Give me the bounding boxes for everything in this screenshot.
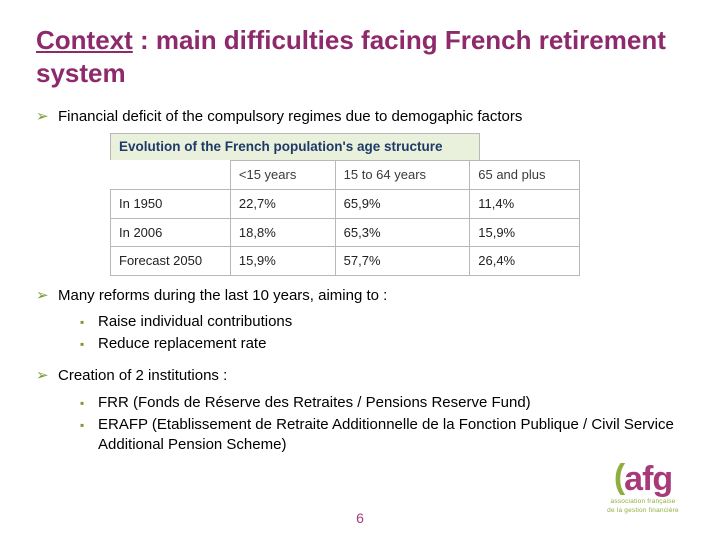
title-block: Context : main difficulties facing Frenc… <box>36 24 684 89</box>
bullet-text: Many reforms during the last 10 years, a… <box>58 286 387 306</box>
cell: 11,4% <box>470 190 580 219</box>
cell: 57,7% <box>335 247 470 276</box>
table-header-row: <15 years 15 to 64 years 65 and plus <box>111 161 580 190</box>
bullet-reforms: ➢ Many reforms during the last 10 years,… <box>36 286 684 306</box>
sub-bullet: ▪ Raise individual contributions <box>80 312 684 332</box>
title-underlined: Context <box>36 25 133 55</box>
sub-bullet-text: FRR (Fonds de Réserve des Retraites / Pe… <box>98 393 531 413</box>
sub-bullet-text: Reduce replacement rate <box>98 334 266 354</box>
col-under15: <15 years <box>230 161 335 190</box>
table-corner <box>111 161 231 190</box>
slide: Context : main difficulties facing Frenc… <box>0 0 720 540</box>
bullet-text: Financial deficit of the compulsory regi… <box>58 107 522 127</box>
cell: 65,3% <box>335 218 470 247</box>
sub-bullet-text: Raise individual contributions <box>98 312 292 332</box>
table-row: In 1950 22,7% 65,9% 11,4% <box>111 190 580 219</box>
table-caption: Evolution of the French population's age… <box>110 133 480 160</box>
square-icon: ▪ <box>80 314 98 334</box>
row-2006: In 2006 <box>111 218 231 247</box>
square-icon: ▪ <box>80 395 98 415</box>
bullet-text: Creation of 2 institutions : <box>58 366 227 386</box>
col-65plus: 65 and plus <box>470 161 580 190</box>
logo-letters: afg <box>624 460 672 498</box>
bullet-financial-deficit: ➢ Financial deficit of the compulsory re… <box>36 107 684 127</box>
bullet-institutions: ➢ Creation of 2 institutions : <box>36 366 684 386</box>
logo-sub1: association française <box>588 498 698 505</box>
logo-sub2: de la gestion financière <box>588 507 698 514</box>
sub-bullet: ▪ ERAFP (Etablissement de Retraite Addit… <box>80 415 684 456</box>
content: ➢ Financial deficit of the compulsory re… <box>36 107 684 455</box>
table-row: In 2006 18,8% 65,3% 15,9% <box>111 218 580 247</box>
arrow-icon: ➢ <box>36 366 58 386</box>
square-icon: ▪ <box>80 417 98 458</box>
cell: 26,4% <box>470 247 580 276</box>
population-table: <15 years 15 to 64 years 65 and plus In … <box>110 160 580 275</box>
col-15to64: 15 to 64 years <box>335 161 470 190</box>
arrow-icon: ➢ <box>36 286 58 306</box>
cell: 65,9% <box>335 190 470 219</box>
sub-bullet: ▪ FRR (Fonds de Réserve des Retraites / … <box>80 393 684 413</box>
logo-text: (afg <box>588 462 698 496</box>
afg-logo: (afg association française de la gestion… <box>588 462 698 514</box>
arrow-icon: ➢ <box>36 107 58 127</box>
sub-bullet-text: ERAFP (Etablissement de Retraite Additio… <box>98 415 684 456</box>
slide-title: Context : main difficulties facing Frenc… <box>36 24 684 89</box>
table-row: Forecast 2050 15,9% 57,7% 26,4% <box>111 247 580 276</box>
row-2050: Forecast 2050 <box>111 247 231 276</box>
logo-arc-icon: ( <box>614 460 624 494</box>
cell: 15,9% <box>230 247 335 276</box>
sub-bullet: ▪ Reduce replacement rate <box>80 334 684 354</box>
population-table-wrap: Evolution of the French population's age… <box>110 133 580 275</box>
square-icon: ▪ <box>80 336 98 356</box>
cell: 22,7% <box>230 190 335 219</box>
cell: 15,9% <box>470 218 580 247</box>
row-1950: In 1950 <box>111 190 231 219</box>
cell: 18,8% <box>230 218 335 247</box>
